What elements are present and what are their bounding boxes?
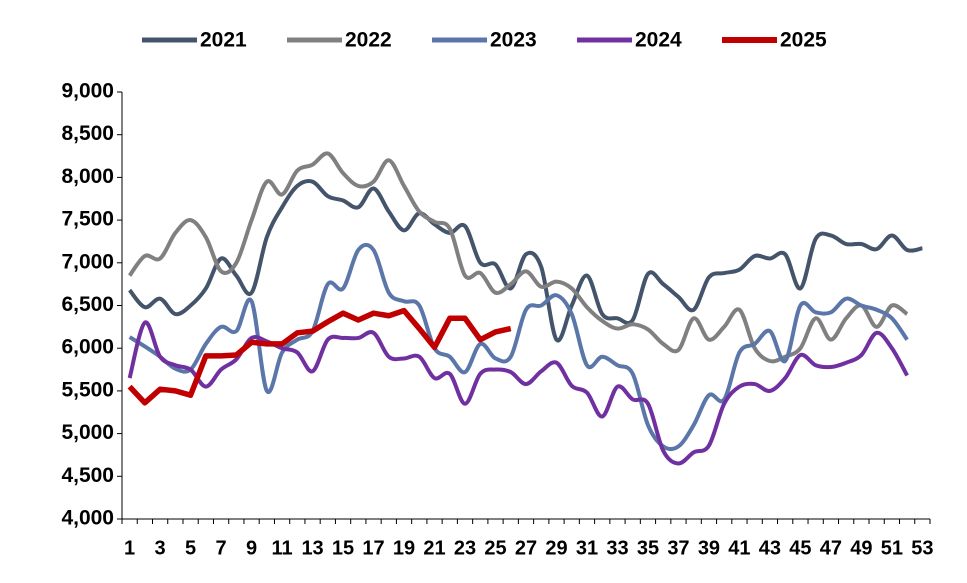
x-tick-label: 15: [332, 537, 354, 559]
x-tick-label: 53: [911, 537, 933, 559]
x-tick-label: 29: [545, 537, 567, 559]
y-tick-label: 5,000: [61, 421, 114, 444]
x-tick-label: 49: [850, 537, 872, 559]
x-tick-label: 45: [789, 537, 811, 559]
legend-label: 2021: [200, 29, 247, 52]
x-tick-label: 1: [124, 537, 135, 559]
x-tick-label: 33: [606, 537, 628, 559]
x-tick-label: 47: [820, 537, 842, 559]
x-tick-label: 51: [881, 537, 903, 559]
x-tick-label: 23: [454, 537, 476, 559]
x-tick-label: 27: [515, 537, 537, 559]
line-series: [128, 179, 923, 343]
x-tick-label: 9: [246, 537, 257, 559]
x-tick-label: 21: [423, 537, 445, 559]
y-tick-label: 4,000: [61, 507, 114, 530]
line-series: [127, 307, 512, 406]
y-tick-label: 6,500: [61, 293, 114, 316]
legend-label: 2022: [345, 29, 392, 52]
legend-label: 2024: [635, 29, 682, 52]
y-tick-label: 6,000: [61, 336, 114, 359]
y-tick-label: 4,500: [61, 464, 114, 487]
x-tick-label: 41: [728, 537, 750, 559]
x-tick-label: 25: [484, 537, 506, 559]
x-tick-label: 5: [185, 537, 196, 559]
legend-label: 2023: [490, 29, 537, 52]
y-tick-label: 5,500: [61, 378, 114, 401]
line-series: [127, 151, 909, 364]
legend-label: 2025: [780, 29, 827, 52]
y-tick-label: 7,000: [61, 250, 114, 273]
y-tick-label: 8,000: [61, 165, 114, 188]
x-tick-label: 37: [667, 537, 689, 559]
x-tick-label: 19: [393, 537, 415, 559]
line-series: [127, 320, 909, 466]
x-tick-label: 11: [271, 537, 292, 559]
y-tick-label: 8,500: [61, 122, 114, 145]
x-tick-label: 7: [216, 537, 227, 559]
x-tick-label: 43: [759, 537, 781, 559]
x-tick-label: 3: [155, 537, 166, 559]
x-tick-label: 35: [637, 537, 659, 559]
x-tick-label: 39: [698, 537, 720, 559]
x-tick-label: 31: [576, 537, 598, 559]
y-tick-label: 7,500: [61, 208, 114, 231]
x-tick-label: 17: [362, 537, 384, 559]
x-tick-label: 13: [301, 537, 323, 559]
y-tick-label: 9,000: [61, 80, 114, 103]
